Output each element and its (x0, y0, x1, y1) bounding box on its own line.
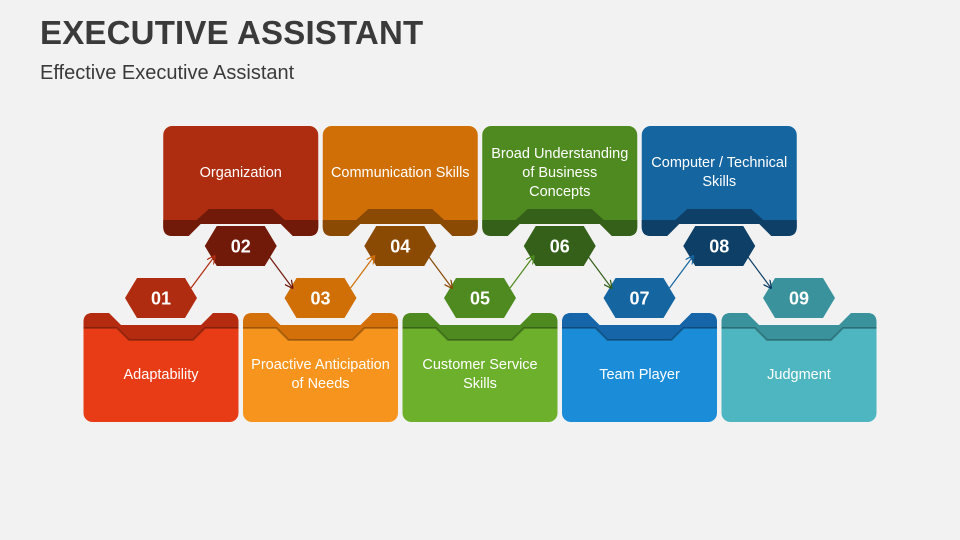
connector-arrow (268, 255, 293, 288)
step-number-hexagon (683, 226, 756, 266)
connector-arrow (427, 255, 452, 288)
card-notch (268, 313, 373, 325)
step-08: 08 (641, 126, 797, 266)
step-card (721, 313, 877, 422)
step-number: 03 (310, 289, 330, 309)
step-label: Computer / Technical Skills (651, 155, 788, 190)
connector-arrow (190, 256, 215, 289)
connector-arrow (509, 256, 534, 289)
step-card (641, 126, 797, 236)
step-card (83, 313, 239, 422)
step-number: 01 (151, 289, 171, 309)
step-number-hexagon (284, 278, 357, 318)
step-number: 07 (629, 289, 649, 309)
step-card (402, 313, 558, 422)
step-label: Proactive Anticipation of Needs (251, 357, 390, 392)
step-number: 06 (550, 237, 570, 257)
step-number-hexagon (444, 278, 516, 318)
step-card (163, 126, 319, 236)
connector-arrow (746, 255, 771, 288)
card-notch (747, 313, 851, 325)
step-number: 09 (789, 289, 809, 309)
step-number: 08 (709, 237, 729, 257)
step-number-hexagon (523, 226, 596, 266)
step-01: 01 (83, 278, 239, 422)
step-02: 02 (163, 126, 319, 266)
step-number-hexagon (204, 226, 277, 266)
step-card (482, 126, 638, 236)
step-number-hexagon (364, 226, 437, 266)
step-05: 05 (402, 278, 558, 422)
step-number-hexagon (763, 278, 835, 318)
step-number-hexagon (125, 278, 197, 318)
step-card (243, 313, 398, 422)
step-07: 07 (562, 278, 717, 422)
step-label: Organization (199, 164, 282, 181)
step-number: 02 (231, 237, 251, 257)
step-card (562, 313, 717, 422)
step-label: Broad Understanding of Business Concepts (491, 145, 629, 200)
step-number: 05 (470, 289, 490, 309)
connector-arrow (587, 255, 612, 288)
page-subtitle: Effective Executive Assistant (40, 62, 295, 84)
step-04: 04 (322, 126, 478, 266)
connector-arrow (669, 256, 694, 289)
connector-arrow (350, 256, 375, 289)
step-card (322, 126, 478, 236)
step-number: 04 (390, 237, 410, 257)
step-label: Communication Skills (330, 164, 470, 181)
page-title: EXECUTIVE ASSISTANT (40, 14, 424, 51)
card-notch (587, 313, 692, 325)
card-notch (109, 313, 213, 325)
step-label: Team Player (599, 366, 680, 383)
step-label: Adaptability (123, 366, 199, 383)
step-03: 03 (243, 278, 398, 422)
card-notch (428, 313, 532, 325)
step-09: 09 (721, 278, 877, 422)
step-label: Judgment (767, 366, 831, 383)
step-number-hexagon (603, 278, 676, 318)
step-label: Customer Service Skills (422, 357, 538, 392)
step-06: 06 (482, 126, 638, 266)
